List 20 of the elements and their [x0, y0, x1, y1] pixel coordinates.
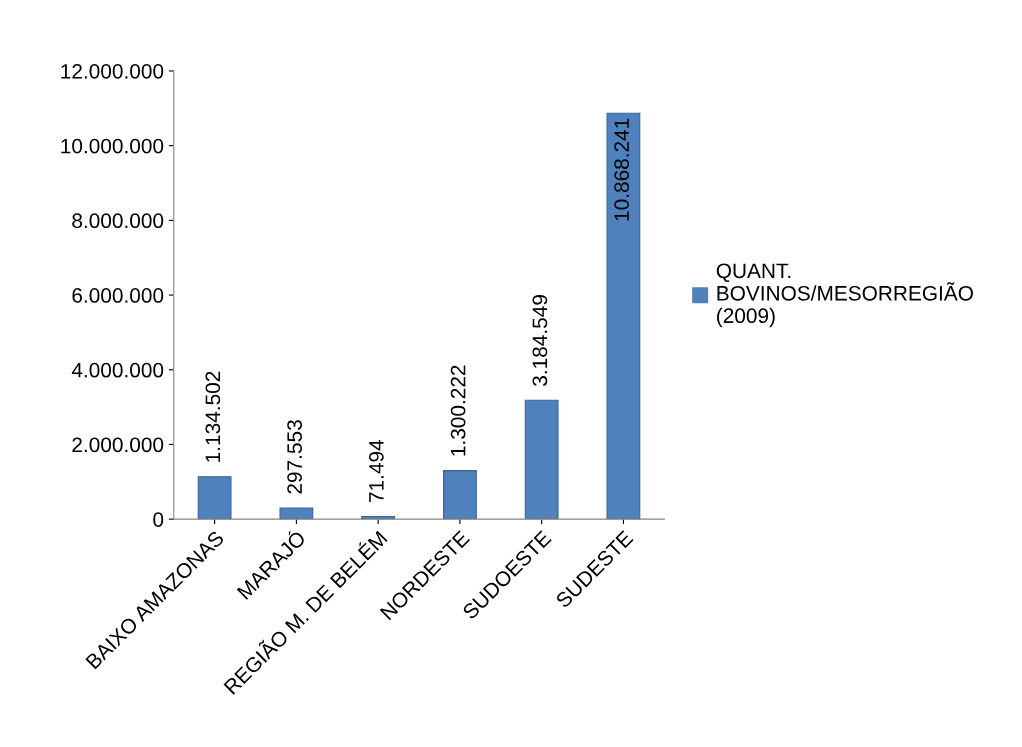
- y-tick-label: 6.000.000: [72, 288, 164, 303]
- y-tick-label: 2.000.000: [72, 437, 164, 453]
- bar: [279, 507, 314, 520]
- data-label: 297.553: [287, 420, 302, 494]
- bar: [524, 399, 559, 520]
- y-tick-label: 8.000.000: [72, 213, 164, 229]
- legend-label: QUANT. BOVINOS/MESORREGIÃO (2009): [716, 263, 973, 328]
- bar: [442, 470, 477, 520]
- data-label: 1.300.222: [450, 365, 466, 456]
- bar: [197, 476, 232, 520]
- y-tick-label: 4.000.000: [71, 362, 164, 378]
- data-label: 1.134.502: [205, 371, 221, 462]
- data-label: 10.868.241: [614, 118, 630, 221]
- y-tick-label: 10.000.000: [61, 138, 164, 154]
- y-tick-label: 0: [153, 512, 164, 527]
- bar: [361, 515, 396, 520]
- bar: [606, 112, 641, 520]
- data-label: 71.494: [368, 439, 384, 502]
- data-label: 3.184.549: [532, 295, 548, 386]
- y-tick-label: 12.000.000: [61, 63, 164, 79]
